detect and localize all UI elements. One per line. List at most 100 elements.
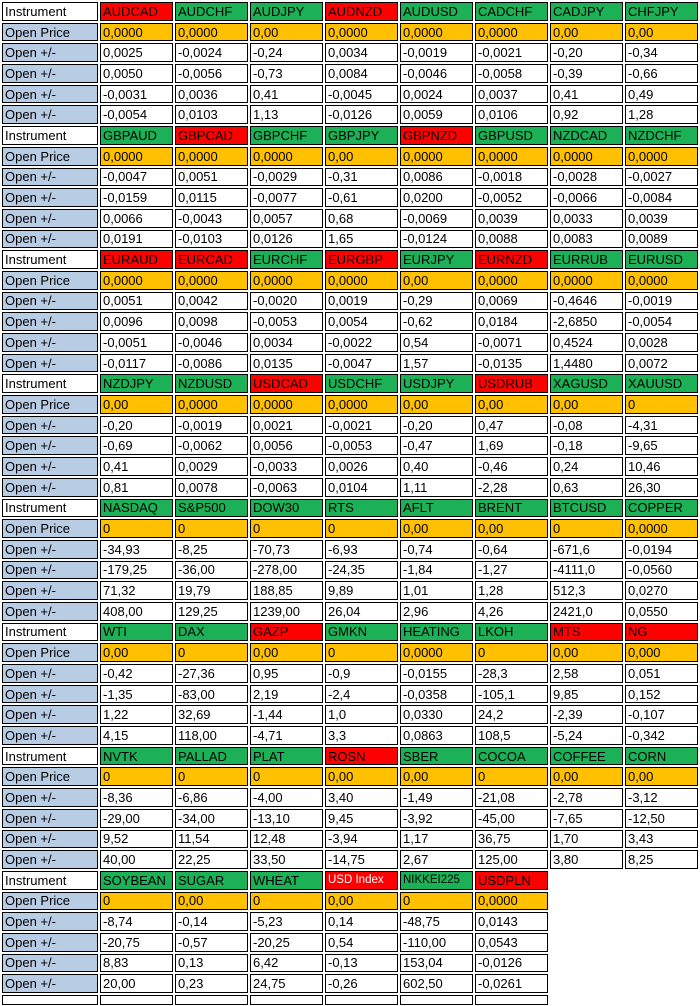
open-price-value-cell[interactable]: 0,000	[625, 643, 698, 662]
open-change-value-cell[interactable]: 0,0550	[625, 601, 698, 621]
row-label-open-change[interactable]: Open +/-	[2, 291, 98, 311]
open-change-value-cell[interactable]: -4,00	[250, 788, 323, 807]
instrument-header-cell[interactable]: AUDCHF	[175, 2, 248, 21]
open-price-value-cell[interactable]: 0,00	[475, 395, 548, 414]
open-change-value-cell[interactable]: -0,0126	[325, 105, 398, 125]
open-change-value-cell[interactable]: 602,50	[400, 974, 473, 993]
open-price-value-cell[interactable]: 0,0000	[625, 519, 698, 538]
open-change-value-cell[interactable]: -0,47	[400, 436, 473, 456]
open-change-value-cell[interactable]: 0,051	[625, 664, 698, 683]
row-label-open-change[interactable]: Open +/-	[2, 705, 98, 725]
open-change-value-cell[interactable]: -0,18	[550, 436, 623, 456]
open-change-value-cell[interactable]: 71,32	[100, 581, 173, 600]
open-price-value-cell[interactable]: 0	[175, 519, 248, 538]
open-change-value-cell[interactable]: 0,0042	[175, 291, 248, 311]
instrument-header-cell[interactable]: GBPAUD	[100, 126, 173, 145]
open-change-value-cell[interactable]: 0,23	[175, 974, 248, 993]
open-change-value-cell[interactable]: 0,0143	[475, 912, 548, 931]
open-change-value-cell[interactable]: -278,00	[250, 560, 323, 580]
instrument-header-cell[interactable]: EURJPY	[400, 250, 473, 269]
open-change-value-cell[interactable]: 129,25	[175, 601, 248, 621]
instrument-header-cell[interactable]: WHEAT	[250, 870, 323, 890]
open-change-value-cell[interactable]: 20,00	[100, 974, 173, 993]
open-price-value-cell[interactable]: 0,0000	[475, 270, 548, 290]
open-price-value-cell[interactable]: 0,0000	[475, 891, 548, 911]
open-price-value-cell[interactable]: 0,0000	[475, 22, 548, 42]
instrument-header-cell[interactable]: AUDJPY	[250, 2, 323, 21]
open-change-value-cell[interactable]: -1,44	[250, 705, 323, 725]
open-change-value-cell[interactable]: -0,0021	[475, 43, 548, 63]
open-change-value-cell[interactable]: -0,342	[625, 726, 698, 745]
open-change-value-cell[interactable]: -2,39	[550, 705, 623, 725]
row-label-instrument[interactable]: Instrument	[2, 126, 98, 145]
open-change-value-cell[interactable]: 0,0051	[175, 167, 248, 187]
open-change-value-cell[interactable]: 1,17	[400, 829, 473, 849]
instrument-header-cell[interactable]: AFLT	[400, 498, 473, 518]
open-change-value-cell[interactable]: -105,1	[475, 684, 548, 704]
open-change-value-cell[interactable]: 0,49	[625, 84, 698, 104]
row-label-open-change[interactable]: Open +/-	[2, 726, 98, 745]
open-change-value-cell[interactable]: 0,0543	[475, 932, 548, 952]
open-price-value-cell[interactable]: 0	[175, 643, 248, 662]
open-change-value-cell[interactable]: 125,00	[475, 850, 548, 869]
open-change-value-cell[interactable]: 0,41	[250, 84, 323, 104]
open-change-value-cell[interactable]: 0,0026	[325, 457, 398, 476]
open-change-value-cell[interactable]: -0,24	[250, 43, 323, 63]
open-price-value-cell[interactable]: 0,0000	[400, 146, 473, 166]
open-change-value-cell[interactable]: -45,00	[475, 808, 548, 828]
instrument-header-cell[interactable]: NZDJPY	[100, 374, 173, 394]
instrument-header-cell[interactable]: EURCHF	[250, 250, 323, 269]
row-label-open-change[interactable]: Open +/-	[2, 788, 98, 807]
open-change-value-cell[interactable]: 0,68	[325, 208, 398, 228]
open-change-value-cell[interactable]: 1,28	[475, 581, 548, 600]
open-change-value-cell[interactable]: 19,79	[175, 581, 248, 600]
open-change-value-cell[interactable]: 1,22	[100, 705, 173, 725]
open-change-value-cell[interactable]: 6,42	[250, 953, 323, 973]
open-change-value-cell[interactable]: -0,0071	[475, 333, 548, 352]
row-label-open-change[interactable]: Open +/-	[2, 333, 98, 352]
open-change-value-cell[interactable]: 0,92	[550, 105, 623, 125]
open-change-value-cell[interactable]: 0,0098	[175, 312, 248, 331]
open-change-value-cell[interactable]: -0,0103	[175, 229, 248, 249]
open-change-value-cell[interactable]: 0,41	[100, 457, 173, 476]
open-change-value-cell[interactable]: 9,45	[325, 808, 398, 828]
open-change-value-cell[interactable]: 0,0056	[250, 436, 323, 456]
open-change-value-cell[interactable]: -21,08	[475, 788, 548, 807]
instrument-header-cell[interactable]: CADJPY	[550, 2, 623, 21]
row-label-open-change[interactable]: Open +/-	[2, 477, 98, 497]
open-change-value-cell[interactable]: 1,57	[400, 353, 473, 373]
open-price-value-cell[interactable]: 0	[625, 395, 698, 414]
open-change-value-cell[interactable]: 408,00	[100, 601, 173, 621]
open-change-value-cell[interactable]: -2,6850	[550, 312, 623, 331]
open-change-value-cell[interactable]: -0,0020	[250, 291, 323, 311]
open-price-value-cell[interactable]: 0	[250, 519, 323, 538]
open-change-value-cell[interactable]: 0,0270	[625, 581, 698, 600]
open-change-value-cell[interactable]: -0,69	[100, 436, 173, 456]
instrument-header-cell[interactable]: NG	[625, 622, 698, 642]
open-change-value-cell[interactable]: -20,75	[100, 932, 173, 952]
open-change-value-cell[interactable]: -110,00	[400, 932, 473, 952]
open-change-value-cell[interactable]: 0,24	[550, 457, 623, 476]
open-change-value-cell[interactable]: 0,0029	[175, 457, 248, 476]
open-change-value-cell[interactable]: -0,20	[550, 43, 623, 63]
open-change-value-cell[interactable]: -14,75	[325, 850, 398, 869]
instrument-header-cell[interactable]: AUDCAD	[100, 2, 173, 21]
open-change-value-cell[interactable]: -0,0155	[400, 664, 473, 683]
open-change-value-cell[interactable]: 0,0135	[250, 353, 323, 373]
open-change-value-cell[interactable]: 0,41	[550, 84, 623, 104]
instrument-header-cell[interactable]: ROSN	[325, 746, 398, 766]
open-change-value-cell[interactable]: 1,69	[475, 436, 548, 456]
open-price-value-cell[interactable]: 0	[550, 519, 623, 538]
open-change-value-cell[interactable]: -0,0046	[175, 333, 248, 352]
row-label-open-change[interactable]: Open +/-	[2, 850, 98, 869]
open-change-value-cell[interactable]: -0,0135	[475, 353, 548, 373]
open-change-value-cell[interactable]: -48,75	[400, 912, 473, 931]
open-change-value-cell[interactable]: -28,3	[475, 664, 548, 683]
open-change-value-cell[interactable]: -0,0086	[175, 353, 248, 373]
instrument-header-cell[interactable]: CORN	[625, 746, 698, 766]
row-label-open-change[interactable]: Open +/-	[2, 974, 98, 993]
open-change-value-cell[interactable]: -0,0019	[625, 291, 698, 311]
open-price-value-cell[interactable]: 0,0000	[100, 270, 173, 290]
open-change-value-cell[interactable]: 3,43	[625, 829, 698, 849]
open-change-value-cell[interactable]: 0,0057	[250, 208, 323, 228]
